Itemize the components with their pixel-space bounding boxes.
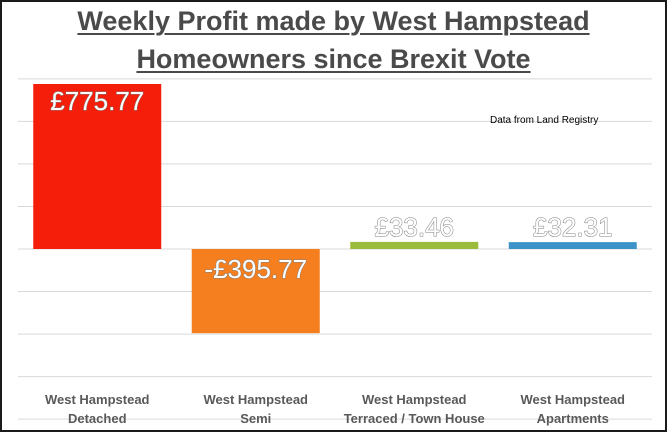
category-label-line: West Hampstead	[44, 392, 150, 407]
data-label-4: £32.31	[533, 212, 613, 242]
category-label-line: Semi	[240, 411, 272, 426]
category-label-line: Apartments	[536, 411, 609, 426]
category-label-1: West Hampstead Detached	[22, 390, 172, 428]
chart-title-line-1: Weekly Profit made by West Hampstead	[77, 6, 590, 36]
category-label-line: West Hampstead	[361, 392, 467, 407]
category-label-line: Terraced / Town House	[343, 411, 485, 426]
category-label-3: West Hampstead Terraced / Town House	[339, 390, 489, 428]
category-label-line: West Hampstead	[520, 392, 625, 407]
data-label-2: -£395.77	[204, 254, 307, 284]
data-label-1: £775.77	[50, 86, 144, 116]
data-source-note: Data from Land Registry	[490, 115, 599, 126]
bar-4	[508, 242, 637, 249]
category-label-2: West Hampstead Semi	[181, 390, 331, 428]
bar-2	[191, 249, 320, 334]
category-label-line: West Hampstead	[203, 392, 308, 407]
bar-3	[350, 241, 479, 249]
data-label-3: £33.46	[374, 212, 454, 242]
category-label-line: Detached	[67, 411, 127, 426]
chart-title-line-2: Homeowners since Brexit Vote	[136, 44, 531, 74]
category-label-4: West Hampstead Apartments	[498, 390, 648, 428]
bar-1	[33, 84, 162, 249]
